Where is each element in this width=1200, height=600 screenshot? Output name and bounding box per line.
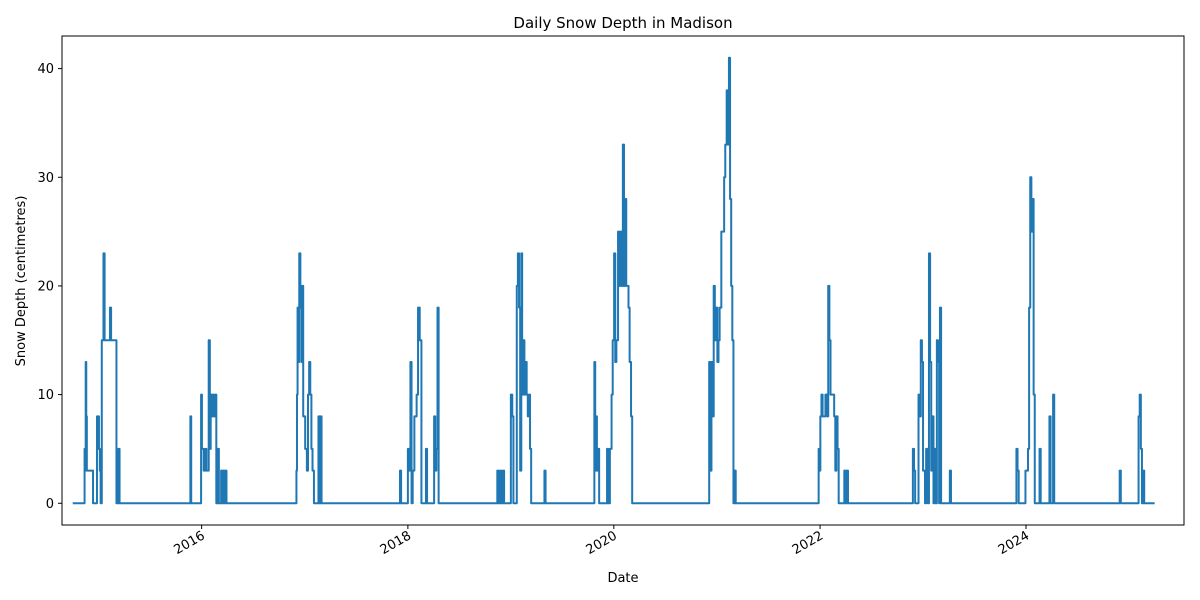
y-tick-label: 30 xyxy=(37,171,54,186)
y-tick-label: 20 xyxy=(37,279,54,294)
snow-depth-series-line xyxy=(72,56,1155,505)
y-axis: 0 10 20 30 40 xyxy=(37,62,62,512)
y-tick-label: 10 xyxy=(37,388,54,403)
y-tick-label: 0 xyxy=(46,497,54,512)
y-tick-label: 40 xyxy=(37,62,54,77)
axes-frame xyxy=(61,35,1185,526)
chart-title: Daily Snow Depth in Madison xyxy=(513,14,732,32)
y-axis-label: Snow Depth (centimetres) xyxy=(14,196,29,367)
x-axis-label: Date xyxy=(607,571,638,586)
plot-area xyxy=(72,56,1155,505)
